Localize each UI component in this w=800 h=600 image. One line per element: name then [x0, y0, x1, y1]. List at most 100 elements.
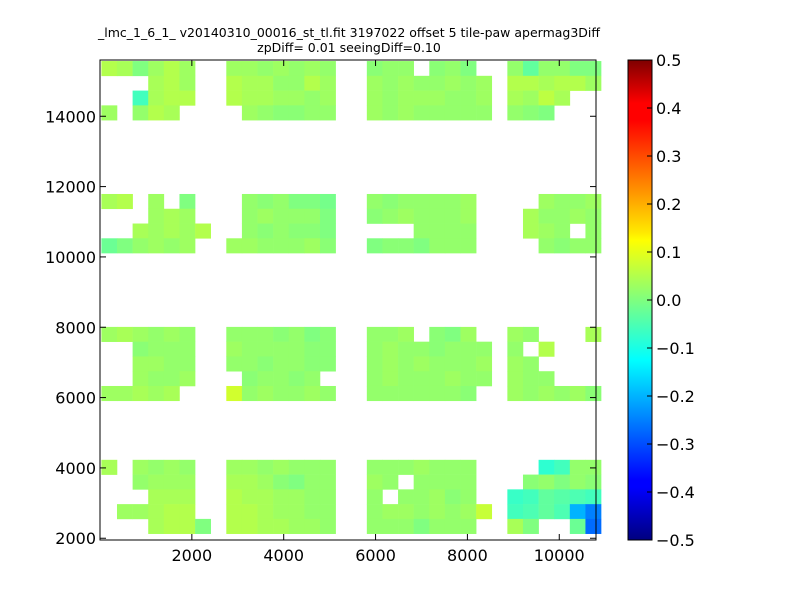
heatmap-cell	[148, 105, 165, 121]
heatmap-cell	[226, 90, 243, 106]
heatmap-cell	[444, 193, 461, 210]
heatmap-cell	[382, 238, 399, 254]
heatmap-cell	[148, 385, 165, 402]
heatmap-cell	[398, 459, 414, 475]
heatmap-cell	[444, 326, 461, 342]
heatmap-cell	[507, 75, 524, 91]
heatmap-cell	[413, 504, 430, 520]
heatmap-cell	[413, 193, 430, 210]
heatmap-cell	[304, 75, 321, 91]
heatmap-cell	[304, 105, 321, 121]
heatmap-cell	[179, 356, 196, 372]
heatmap-cell	[460, 489, 477, 505]
heatmap-cell	[304, 489, 321, 505]
heatmap-cell	[554, 504, 571, 520]
heatmap-cell	[304, 61, 321, 77]
heatmap-cell	[507, 90, 524, 106]
heatmap-cell	[413, 105, 430, 121]
heatmap-cell	[569, 238, 586, 254]
heatmap-cell	[398, 75, 414, 91]
heatmap-cell	[554, 459, 571, 475]
heatmap-cell	[538, 61, 555, 77]
heatmap-cell	[304, 459, 321, 475]
heatmap-cell	[460, 326, 477, 342]
x-tick-label: 6000	[355, 546, 396, 565]
heatmap-cell	[444, 341, 461, 357]
heatmap-cell	[554, 474, 571, 490]
heatmap-cell	[444, 385, 461, 402]
heatmap-cell	[304, 223, 321, 239]
heatmap-cell	[398, 208, 414, 224]
heatmap-cell	[444, 208, 461, 224]
colorbar-tick-label: 0.4	[656, 99, 681, 118]
colorbar-tick-label: 0.0	[656, 291, 681, 310]
heatmap-cell	[538, 90, 555, 106]
heatmap-cell	[413, 75, 430, 91]
heatmap-cell	[304, 193, 321, 210]
heatmap-cell	[585, 75, 602, 91]
heatmap-cell	[366, 518, 383, 534]
heatmap-cell	[569, 208, 586, 224]
heatmap-cell	[319, 489, 336, 505]
heatmap-cell	[585, 474, 602, 490]
heatmap-cell	[179, 326, 196, 342]
heatmap-cell	[116, 238, 133, 254]
heatmap-cell	[241, 208, 258, 224]
heatmap-cell	[444, 371, 461, 387]
heatmap-cell	[163, 208, 180, 224]
heatmap-cell	[569, 459, 586, 475]
heatmap-cell	[319, 356, 336, 372]
heatmap-cell	[163, 341, 180, 357]
heatmap-cell	[429, 75, 446, 91]
heatmap-cell	[273, 459, 290, 475]
heatmap-cell	[179, 371, 196, 387]
heatmap-cell	[460, 208, 477, 224]
heatmap-cell	[273, 371, 290, 387]
heatmap-cell	[273, 223, 290, 239]
heatmap-cell	[366, 385, 383, 402]
heatmap-cell	[179, 61, 196, 77]
heatmap-cell	[241, 238, 258, 254]
heatmap-cell	[241, 474, 258, 490]
heatmap-cell	[476, 75, 493, 91]
heatmap-cell	[101, 61, 118, 77]
heatmap-cell	[554, 238, 571, 254]
heatmap-cell	[585, 208, 602, 224]
heatmap-cell	[366, 474, 383, 490]
heatmap-cell	[538, 474, 555, 490]
heatmap-cell	[163, 504, 180, 520]
heatmap-cell	[148, 193, 165, 210]
heatmap-cell	[382, 193, 399, 210]
heatmap-cell	[460, 518, 477, 534]
heatmap-cell	[101, 105, 118, 121]
heatmap-cell	[366, 371, 383, 387]
y-tick-label: 6000	[55, 389, 96, 408]
heatmap-cell	[179, 341, 196, 357]
heatmap-cell	[288, 356, 305, 372]
heatmap-cell	[585, 238, 602, 254]
heatmap-cell	[507, 341, 524, 357]
heatmap-cell	[319, 193, 336, 210]
heatmap-cell	[273, 238, 290, 254]
heatmap-cell	[444, 489, 461, 505]
heatmap-cell	[179, 474, 196, 490]
heatmap-cell	[507, 385, 524, 402]
heatmap-cell	[148, 356, 165, 372]
heatmap-cell	[241, 223, 258, 239]
colorbar-tick-label: −0.5	[656, 531, 695, 550]
heatmap-cell	[538, 385, 555, 402]
heatmap-cell	[476, 90, 493, 106]
heatmap-cell	[429, 356, 446, 372]
heatmap-cell	[413, 474, 430, 490]
heatmap-cell	[522, 223, 539, 239]
heatmap-cell	[241, 385, 258, 402]
heatmap-cell	[538, 223, 555, 239]
heatmap-cell	[444, 75, 461, 91]
heatmap-cell	[319, 504, 336, 520]
heatmap-cell	[226, 518, 243, 534]
heatmap-cell	[585, 504, 602, 520]
heatmap-cell	[257, 489, 274, 505]
heatmap-cell	[116, 193, 133, 210]
heatmap-cell	[148, 90, 165, 106]
heatmap-cell	[429, 504, 446, 520]
